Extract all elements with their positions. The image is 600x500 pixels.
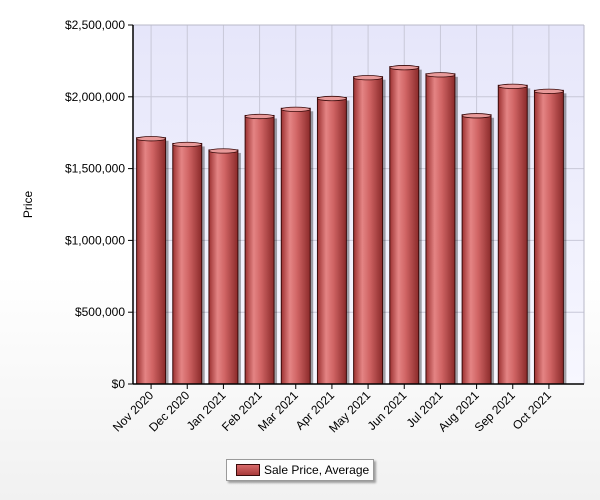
x-tick-label: Sep 2021 <box>472 388 518 434</box>
bar <box>280 107 311 385</box>
bar-top <box>172 141 203 148</box>
bar <box>353 76 384 385</box>
x-tick-label: Mar 2021 <box>255 388 301 434</box>
bar-top <box>208 148 239 154</box>
legend: Sale Price, Average <box>226 459 374 481</box>
y-axis-ticks: $0 $500,000 $1,000,000 $1,500,000 $2,000,000… <box>65 18 133 391</box>
bar <box>461 114 492 385</box>
y-tick-label: $1,500,000 <box>65 162 125 176</box>
bar <box>389 66 420 385</box>
bar <box>208 149 239 385</box>
x-tick-label: Oct 2021 <box>510 388 555 433</box>
bar-top <box>353 75 383 81</box>
y-axis-title: Price <box>21 191 35 219</box>
y-tick-label: $0 <box>112 377 126 391</box>
y-tick-label: $500,000 <box>75 305 125 319</box>
axes <box>132 25 584 385</box>
bar <box>497 84 528 385</box>
bar-top <box>244 113 275 120</box>
y-tick-label: $1,000,000 <box>65 233 125 247</box>
x-tick-label: Jun 2021 <box>365 388 410 433</box>
bar-top <box>280 106 311 112</box>
x-tick-label: Dec 2020 <box>146 388 192 434</box>
bars <box>136 65 567 385</box>
bar <box>425 73 456 385</box>
bar-top <box>497 83 528 89</box>
legend-swatch <box>236 464 260 476</box>
legend-label: Sale Price, Average <box>264 463 370 477</box>
bar-top <box>389 65 420 71</box>
bar <box>244 114 275 385</box>
y-tick-label: $2,500,000 <box>65 18 125 32</box>
bar-top <box>461 113 492 119</box>
bar <box>136 137 167 385</box>
bar-top <box>534 88 564 94</box>
y-tick-label: $2,000,000 <box>65 90 125 104</box>
bar <box>533 89 564 385</box>
bar-top <box>425 72 456 78</box>
bar <box>316 97 347 385</box>
bar <box>172 142 203 385</box>
bar-top <box>136 136 166 142</box>
bar-top <box>317 95 347 102</box>
